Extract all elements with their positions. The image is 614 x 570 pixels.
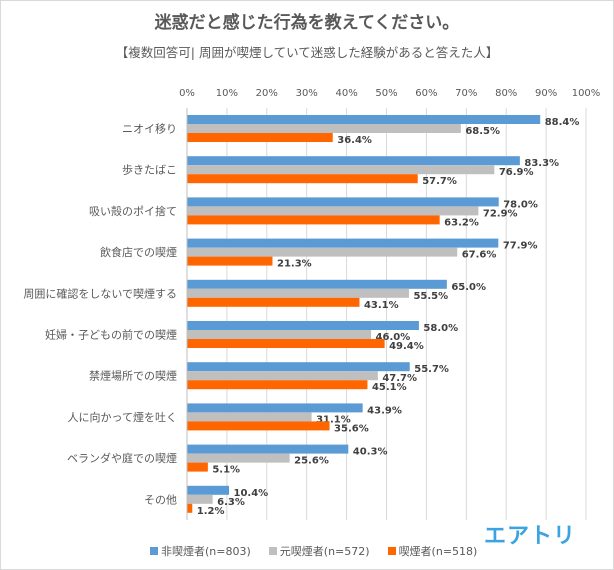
x-tick-label: 30% (296, 88, 318, 99)
data-label: 78.0% (503, 199, 538, 210)
data-label: 76.9% (499, 167, 534, 178)
bar (187, 133, 333, 142)
data-label: 10.4% (233, 488, 268, 499)
bar (187, 115, 541, 124)
data-label: 65.0% (451, 282, 486, 293)
bar (187, 453, 290, 463)
legend-label: 非喫煙者(n=803) (161, 545, 251, 558)
legend: 非喫煙者(n=803) 元喫煙者(n=572) 喫煙者(n=518) (150, 543, 477, 559)
bar (187, 444, 349, 454)
data-label: 40.3% (353, 447, 388, 458)
bar (187, 297, 360, 307)
bar (187, 124, 461, 133)
x-tick-label: 90% (535, 88, 557, 99)
legend-swatch (268, 547, 277, 555)
chart-subtitle: 【複数回答可| 周囲が喫煙していて迷惑した経験があると答えた人】 (115, 45, 499, 60)
x-tick-label: 60% (415, 88, 437, 99)
data-label: 6.3% (217, 497, 245, 508)
data-label: 46.0% (376, 332, 411, 343)
category-label: 吸い殻のポイ捨て (89, 204, 177, 218)
bar (187, 485, 229, 495)
legend-item: 喫煙者(n=518) (387, 543, 478, 559)
data-label: 55.5% (413, 291, 448, 302)
brand-logo: エアトリ (483, 524, 576, 549)
chart-title: 迷惑だと感じた行為を教えてください。 (154, 13, 460, 33)
bar (187, 238, 499, 248)
category-label: 歩きたばこ (122, 163, 177, 177)
category-label: ニオイ移り (122, 123, 177, 136)
bar (187, 156, 520, 166)
data-label: 63.2% (444, 217, 479, 228)
data-label: 36.4% (337, 135, 372, 146)
data-label: 68.5% (465, 126, 500, 137)
category-label: ベランダや庭での喫煙 (67, 451, 177, 465)
bar (187, 330, 372, 339)
category-label: 飲食店での喫煙 (100, 245, 177, 259)
data-label: 57.7% (422, 176, 457, 187)
data-label: 77.9% (503, 241, 538, 252)
category-label: その他 (144, 493, 177, 506)
data-label: 45.1% (372, 382, 407, 393)
x-tick-label: 0% (179, 88, 195, 99)
data-label: 43.9% (367, 405, 402, 416)
data-label: 35.6% (334, 423, 369, 434)
bar (187, 165, 495, 175)
bar (187, 197, 499, 207)
data-label: 47.7% (382, 373, 417, 384)
bar (187, 279, 447, 289)
data-label: 25.6% (294, 456, 329, 467)
data-label: 1.2% (197, 506, 225, 517)
bar (187, 174, 418, 184)
bar (187, 494, 213, 504)
x-tick-label: 10% (216, 88, 238, 99)
x-tick-label: 20% (256, 88, 278, 99)
bar (187, 256, 273, 266)
legend-swatch (150, 547, 158, 555)
bar (187, 380, 368, 390)
data-label: 55.7% (414, 364, 449, 375)
legend-label: 喫煙者(n=518) (398, 545, 478, 558)
data-label: 58.0% (423, 323, 458, 334)
bar (187, 362, 410, 372)
data-label: 21.3% (277, 259, 312, 270)
legend-label: 元喫煙者(n=572) (279, 545, 370, 558)
data-label: 5.1% (212, 465, 240, 476)
bar (187, 247, 458, 257)
category-label: 周囲に確認をしないで喫煙する (23, 286, 177, 300)
bar (187, 403, 363, 413)
data-label: 49.4% (389, 341, 424, 352)
x-tick-label: 80% (495, 88, 517, 99)
bar (187, 412, 312, 422)
bar (187, 321, 419, 330)
x-tick-label: 50% (375, 88, 397, 99)
x-tick-label: 100% (572, 88, 601, 99)
category-label: 人に向かって煙を吐く (68, 410, 177, 424)
x-tick-label: 70% (455, 88, 477, 99)
data-label: 43.1% (364, 300, 399, 311)
data-label: 67.6% (462, 250, 497, 261)
x-tick-label: 40% (335, 88, 357, 99)
bar (187, 288, 409, 298)
bar (187, 215, 440, 225)
data-label: 83.3% (524, 158, 559, 169)
bar (187, 421, 330, 431)
data-label: 31.1% (316, 414, 351, 425)
data-label: 72.9% (483, 208, 518, 219)
bar (187, 371, 378, 381)
bar (187, 339, 385, 348)
category-label: 禁煙場所での喫煙 (89, 370, 177, 383)
legend-item: 元喫煙者(n=572) (268, 543, 370, 559)
legend-swatch (387, 547, 396, 555)
bar (187, 206, 479, 216)
category-label: 妊婦・子どもの前での喫煙 (45, 328, 177, 342)
bar (187, 503, 193, 513)
bar (187, 462, 208, 472)
data-label: 88.4% (545, 117, 580, 128)
legend-item: 非喫煙者(n=803) (150, 543, 251, 559)
